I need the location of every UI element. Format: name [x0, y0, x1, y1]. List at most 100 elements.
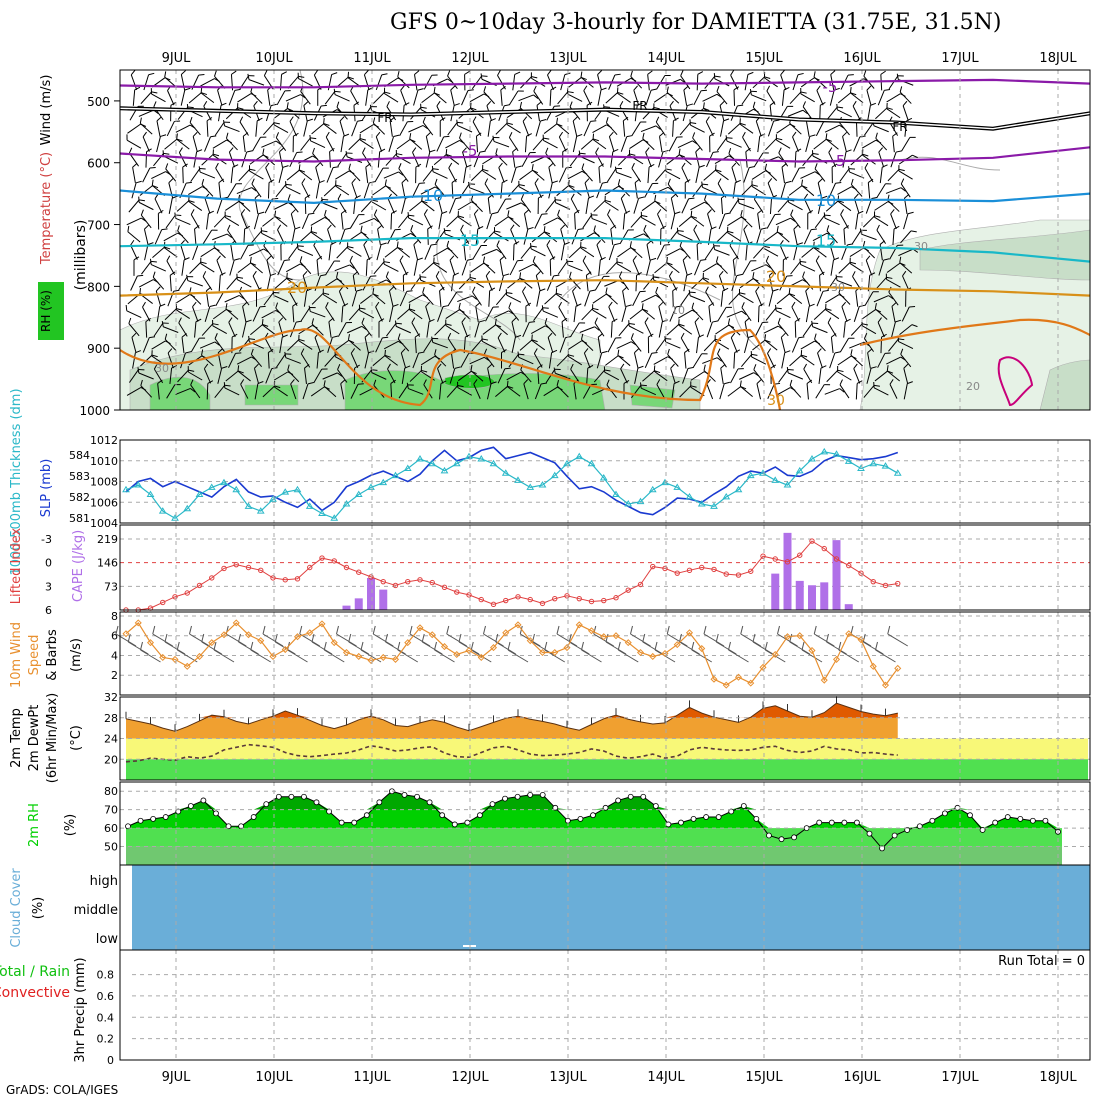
wind-barb-flag	[590, 120, 597, 122]
wind-barb	[900, 348, 912, 368]
wind-barb-staff	[398, 214, 409, 228]
wind-barb	[830, 333, 837, 354]
rh2m-marker	[866, 830, 873, 837]
wind-barb-staff	[755, 229, 762, 245]
wind-barb	[131, 180, 142, 199]
wind-barb-staff	[300, 307, 311, 322]
wind-barb-flag	[138, 196, 140, 203]
wind-barb	[535, 119, 547, 137]
wind-barb-flag	[394, 320, 397, 327]
wind-barb-flag	[149, 336, 156, 339]
wind-barb-flag	[664, 75, 671, 77]
wind-barb-staff	[273, 202, 289, 210]
wind-barb	[536, 288, 546, 307]
wind-barb-staff	[705, 121, 714, 137]
wind-barb-staff	[384, 93, 399, 103]
wind-barb	[875, 107, 893, 120]
wind-barb-flag	[513, 241, 520, 245]
wind-barb	[744, 71, 754, 91]
lifted-cape-panel	[119, 524, 1091, 611]
wind-barb	[719, 381, 730, 400]
wind-barb-staff	[579, 326, 595, 333]
wind-barb-flag	[910, 230, 917, 233]
wind-barb-flag	[676, 136, 683, 138]
wind-barb-staff	[900, 230, 912, 244]
wind-barb-staff	[481, 248, 497, 256]
wind-barb-staff	[666, 262, 680, 274]
wind-barb	[608, 131, 615, 152]
wind-barb-staff	[473, 213, 481, 230]
wind-barb-staff	[432, 341, 448, 349]
wind-barb-staff	[273, 124, 289, 134]
wind-barb-flag	[722, 287, 729, 292]
wind-barb-flag	[165, 163, 169, 170]
wind-barb	[544, 317, 557, 336]
wind-barb-flag	[691, 302, 695, 309]
wind-barb	[439, 117, 446, 137]
wind-barb	[475, 226, 484, 245]
wind-barb	[509, 259, 524, 276]
wind-barb-flag	[703, 277, 710, 280]
wind-barb	[373, 261, 390, 275]
wind-barb-flag	[775, 307, 782, 310]
wind-barb-flag	[904, 193, 910, 199]
wind-barb-flag	[373, 209, 378, 216]
wind-barb	[749, 88, 767, 102]
wind-barb	[408, 303, 423, 320]
rh-axis-label: RH (%)	[39, 290, 53, 332]
wind-barb-flag	[666, 86, 669, 93]
wind-barb-staff	[316, 352, 319, 369]
wind-barb-staff	[791, 167, 800, 183]
wind-barb-staff	[188, 186, 203, 195]
wind-barb	[350, 85, 359, 106]
wind-barb	[337, 193, 347, 214]
wind-barb	[363, 239, 371, 260]
wind-barb	[142, 336, 156, 353]
wind-barb	[459, 132, 471, 151]
wind-barb-staff	[604, 201, 619, 211]
temp-axis-label-a: 2m Temp	[9, 708, 24, 768]
wind-barb-flag	[431, 165, 434, 172]
wind-barb-flag	[568, 354, 575, 357]
wind-barb-flag	[542, 134, 544, 141]
wind-barb-flag	[397, 71, 400, 77]
wind-barb-staff	[132, 167, 136, 184]
wind-barb-staff	[641, 308, 656, 320]
wind-barb	[327, 72, 338, 91]
wind-barb-flag	[616, 257, 618, 264]
rh-band-mid	[126, 828, 1062, 847]
wind-barb	[583, 85, 592, 106]
wind-barb-staff	[843, 228, 846, 245]
wind-barb-staff	[329, 151, 331, 168]
isotherm-label: 20	[287, 278, 307, 297]
wind-barb-staff	[322, 372, 338, 380]
date-label-bottom: 12JUL	[451, 1070, 489, 1085]
wind-barb-flag	[705, 286, 709, 293]
wind-barb-staff	[472, 245, 482, 260]
rh2m-marker	[715, 814, 722, 820]
wind-barb-flag	[401, 178, 407, 184]
wind-barb-staff	[522, 291, 530, 307]
wind-barb	[298, 334, 313, 350]
rh2m-marker	[753, 815, 760, 822]
wind-barb-staff	[584, 291, 591, 307]
wind-barb	[414, 70, 420, 91]
wind-barb	[273, 202, 294, 210]
wind-barb-staff	[886, 108, 901, 119]
wind-barb-flag	[702, 272, 704, 279]
wind-barb	[776, 123, 796, 134]
wind-barb-staff	[619, 229, 629, 245]
wind-barb-flag	[249, 338, 256, 340]
wind-barb-flag	[836, 103, 838, 110]
lifted-tick-label: 6	[45, 604, 52, 617]
wind-barb	[826, 106, 844, 120]
wind-barb-flag	[707, 209, 712, 215]
wind-barb-flag	[259, 305, 266, 308]
wind-barb-staff	[702, 93, 718, 102]
wind-barb-flag	[433, 257, 435, 264]
wind-barb-flag	[890, 209, 895, 215]
wind-barb-staff	[775, 310, 791, 319]
wind-barb-staff	[606, 168, 617, 183]
wind-barb	[372, 287, 386, 305]
wind-barb-flag	[413, 240, 419, 245]
